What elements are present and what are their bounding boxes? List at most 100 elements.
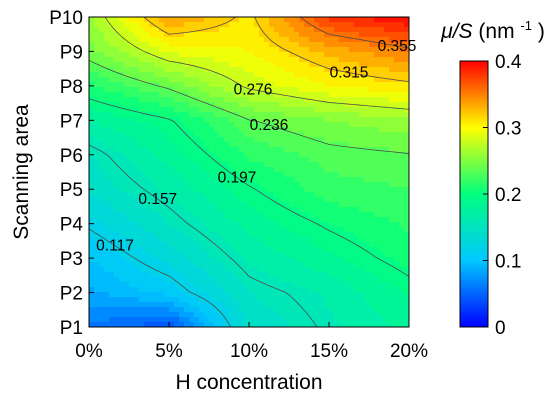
heatmap-cell <box>89 322 95 327</box>
heatmap-cell <box>379 157 385 163</box>
heatmap-cell <box>169 217 175 223</box>
heatmap-cell <box>389 317 395 323</box>
heatmap-cell <box>114 272 120 278</box>
heatmap-cell <box>94 142 100 148</box>
heatmap-cell <box>149 187 155 193</box>
heatmap-cell <box>179 87 185 93</box>
heatmap-cell <box>164 282 170 288</box>
heatmap-cell <box>164 37 170 43</box>
heatmap-cell <box>239 222 245 228</box>
heatmap-cell <box>329 292 335 298</box>
heatmap-cell <box>299 112 305 118</box>
heatmap-cell <box>149 222 155 228</box>
heatmap-cell <box>349 102 355 108</box>
heatmap-cell <box>344 122 350 128</box>
heatmap-cell <box>339 202 345 208</box>
heatmap-cell <box>119 137 125 143</box>
heatmap-cell <box>349 242 355 248</box>
heatmap-cell <box>359 97 365 103</box>
heatmap-cell <box>314 237 320 243</box>
heatmap-cell <box>284 217 290 223</box>
heatmap-cell <box>254 17 260 23</box>
heatmap-cell <box>159 312 165 318</box>
heatmap-cell <box>219 242 225 248</box>
heatmap-cell <box>179 302 185 308</box>
heatmap-cell <box>214 112 220 118</box>
heatmap-cell <box>389 67 395 73</box>
heatmap-cell <box>309 172 315 178</box>
heatmap-cell <box>259 152 265 158</box>
heatmap-cell <box>309 277 315 283</box>
heatmap-cell <box>369 197 375 203</box>
heatmap-cell <box>94 187 100 193</box>
heatmap-cell <box>399 92 405 98</box>
heatmap-cell <box>379 102 385 108</box>
heatmap-cell <box>144 167 150 173</box>
heatmap-cell <box>194 147 200 153</box>
heatmap-cell <box>284 172 290 178</box>
heatmap-cell <box>234 322 240 327</box>
heatmap-cell <box>164 77 170 83</box>
heatmap-cell <box>129 92 135 98</box>
heatmap-cell <box>299 167 305 173</box>
heatmap-cell <box>339 317 345 323</box>
heatmap-cell <box>129 197 135 203</box>
heatmap-cell <box>179 187 185 193</box>
heatmap-cell <box>329 87 335 93</box>
heatmap-cell <box>189 87 195 93</box>
heatmap-cell <box>344 137 350 143</box>
heatmap-cell <box>219 117 225 123</box>
heatmap-cell <box>329 237 335 243</box>
heatmap-cell <box>119 237 125 243</box>
heatmap-cell <box>339 107 345 113</box>
heatmap-cell <box>379 127 385 133</box>
heatmap-cell <box>254 302 260 308</box>
heatmap-cell <box>284 257 290 263</box>
colorbar-tick-label: 0 <box>495 318 506 339</box>
heatmap-cell <box>264 52 270 58</box>
heatmap-cell <box>234 47 240 53</box>
heatmap-cell <box>94 202 100 208</box>
heatmap-cell <box>204 292 210 298</box>
heatmap-cell <box>234 207 240 213</box>
heatmap-cell <box>344 152 350 158</box>
heatmap-cell <box>129 162 135 168</box>
heatmap-cell <box>269 162 275 168</box>
heatmap-cell <box>164 62 170 68</box>
heatmap-cell <box>114 322 120 327</box>
heatmap-cell <box>259 67 265 73</box>
heatmap-cell <box>264 92 270 98</box>
contour-line <box>89 228 231 327</box>
heatmap-cell <box>304 182 310 188</box>
heatmap-cell <box>364 217 370 223</box>
heatmap-cell <box>404 47 409 53</box>
heatmap-cell <box>314 242 320 248</box>
heatmap-cell <box>374 17 380 23</box>
heatmap-cell <box>114 17 120 23</box>
heatmap-cell <box>234 187 240 193</box>
heatmap-cell <box>349 282 355 288</box>
heatmap-cell <box>144 162 150 168</box>
heatmap-cell <box>209 42 215 48</box>
heatmap-cell <box>394 197 400 203</box>
heatmap-cell <box>324 227 330 233</box>
heatmap-cell <box>199 252 205 258</box>
heatmap-cell <box>339 217 345 223</box>
heatmap-cell <box>109 217 115 223</box>
heatmap-cell <box>279 27 285 33</box>
heatmap-cell <box>364 82 370 88</box>
heatmap-cell <box>364 292 370 298</box>
heatmap-cell <box>219 132 225 138</box>
heatmap-cell <box>209 77 215 83</box>
heatmap-cell <box>169 162 175 168</box>
heatmap-cell <box>129 267 135 273</box>
heatmap-cell <box>109 162 115 168</box>
heatmap-cell <box>174 167 180 173</box>
heatmap-cell <box>334 232 340 238</box>
y-tick-label: P7 <box>60 111 83 132</box>
heatmap-cell <box>159 72 165 78</box>
heatmap-cell <box>339 287 345 293</box>
heatmap-cell <box>214 277 220 283</box>
heatmap-cell <box>104 207 110 213</box>
heatmap-cell <box>89 202 95 208</box>
